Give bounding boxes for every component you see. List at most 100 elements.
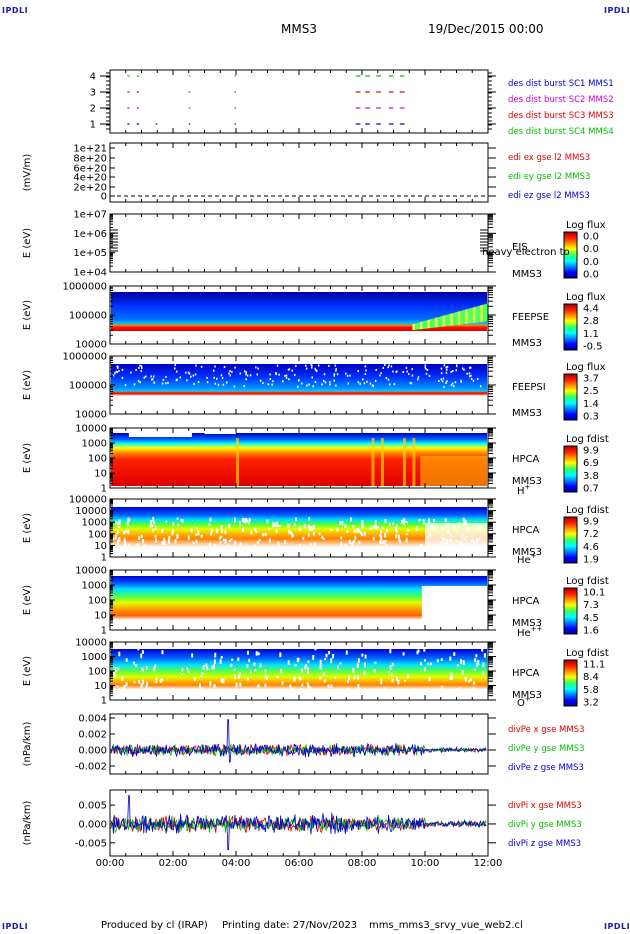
hpca_he-speckle: [230, 537, 233, 541]
feepsi-speckle: [245, 378, 247, 381]
hpca_he-speckle: [397, 534, 400, 539]
hpca_o-speckle: [125, 682, 128, 687]
feepsi-speckle: [455, 365, 458, 368]
feepsi-speckle: [468, 366, 471, 369]
edi-ytick-label: 2e+20: [73, 183, 107, 194]
hpca_he-speckle: [243, 518, 246, 523]
divpe-ylabel: (nPa/km): [22, 722, 33, 767]
feepsi-cbar-tick-label: 2.5: [583, 386, 599, 397]
x-tick-label: 06:00: [285, 858, 314, 869]
hpca_o-speckle: [397, 679, 400, 685]
corner-label-top-right: IPDLI: [604, 6, 630, 15]
hpca_o-speckle: [246, 664, 249, 668]
hpca_o-speckle: [423, 647, 426, 652]
feepsi-speckle: [243, 385, 245, 388]
feepsi-heatmap: [111, 364, 487, 396]
hpca_he-speckle: [127, 517, 130, 523]
hpca_h-late-band: [420, 456, 487, 486]
feepsi-ylabel: E (eV): [22, 370, 33, 400]
hpca_o-speckle: [145, 684, 148, 690]
hpca_o-speckle: [441, 685, 444, 689]
feepsi-speckle: [206, 377, 208, 380]
feepsi-cbar-tick-label: 3.7: [583, 374, 599, 385]
hpca_he-speckle: [385, 544, 388, 549]
hpca_o-speckle: [146, 681, 149, 686]
hpca_he-speckle: [272, 523, 275, 527]
feepsi-colorbar: [563, 373, 578, 421]
hpca_o-speckle: [419, 662, 422, 666]
feepsi-speckle: [324, 381, 327, 384]
feepse-hot-column: [472, 307, 476, 323]
hpca_hepp-cbar-tick-label: 1.6: [583, 626, 599, 637]
feepsi-cbar-title: Log flux: [566, 362, 606, 373]
hpca_o-speckle: [472, 687, 475, 690]
feepse-hot-column: [432, 318, 436, 328]
feepse-hot-column: [460, 310, 464, 325]
hpca_he-speckle: [374, 524, 377, 530]
feepse-hot-column: [485, 303, 489, 322]
feepsi-speckle: [229, 370, 231, 373]
hpca_h-top-gap: [128, 429, 192, 437]
hpca_o-speckle: [152, 690, 155, 694]
feepsi-spacecraft-label: MMS3: [512, 408, 542, 419]
hpca_he-speckle: [241, 527, 244, 532]
feepsi-speckle: [115, 370, 118, 373]
feepsi-speckle: [278, 373, 280, 376]
hpca_he-speckle: [256, 541, 259, 544]
hpca_he-speckle: [415, 526, 418, 531]
hpca_he-speckle: [127, 529, 130, 535]
hpca_o-speckle: [254, 669, 257, 672]
feepsi-speckle: [364, 365, 367, 368]
hpca_o-speckle: [265, 676, 268, 681]
hpca_o-colorbar: [563, 659, 578, 707]
hpca_o-speckle: [181, 668, 184, 672]
feepsi-speckle: [382, 366, 385, 369]
hpca_he-speckle: [318, 532, 321, 536]
hpca_o-speckle: [449, 656, 452, 661]
hpca_he-speckle: [247, 521, 250, 525]
feepsi-speckle: [425, 367, 427, 370]
feepsi-speckle: [361, 378, 364, 381]
burst-legend-mms4: des dist burst SC4 MMS4: [508, 127, 614, 137]
feepse-hot-column: [422, 321, 426, 329]
hpca_o-speckle: [289, 684, 292, 688]
feepsi-cbar-tick-label: 0.3: [583, 412, 599, 423]
feepse-hot-column: [440, 316, 444, 327]
feepsi-speckle: [138, 366, 140, 369]
hpca_he-speckle: [138, 536, 141, 541]
edi-legend-item: edi ey gse l2 MMS3: [508, 172, 590, 182]
feepse-cbar-tick-label: -0.5: [583, 342, 603, 353]
hpca_o-speckle: [352, 667, 355, 673]
feepsi-speckle: [293, 373, 296, 376]
hpca_he-speckle: [361, 524, 364, 529]
feepsi-speckle: [174, 364, 176, 367]
hpca_o-speckle: [306, 682, 309, 685]
feepsi-speckle: [239, 372, 242, 375]
hpca_o-speckle: [389, 665, 392, 670]
hpca_he-speckle: [277, 541, 280, 545]
hpca_he-speckle: [180, 518, 183, 523]
feepsi-speckle: [276, 364, 279, 367]
hpca_o-speckle: [312, 655, 315, 660]
hpca_o-speckle: [118, 691, 121, 697]
hpca_o-speckle: [307, 660, 310, 664]
hpca_he-speckle: [154, 525, 157, 530]
hpca_o-cbar-tick-label: 3.2: [583, 698, 599, 709]
hpca_he-speckle: [299, 544, 302, 549]
hpca_o-speckle: [132, 661, 135, 665]
hpca_he-speckle: [303, 523, 306, 529]
hpca_o-ytick-label: 1: [101, 696, 107, 707]
hpca_he-speckle: [384, 519, 387, 524]
hpca_he-speckle: [302, 536, 305, 540]
hpca_he-speckle: [354, 535, 357, 540]
feepsi-ytick-label: 1000000: [62, 352, 107, 363]
hpca_o-ytick-label: 10000: [75, 638, 107, 649]
hpca_o-speckle: [219, 692, 222, 696]
hpca_he-speckle: [118, 525, 121, 529]
feepsi-speckle: [121, 368, 124, 371]
hpca_h-top-gap: [204, 429, 236, 434]
hpca_o-speckle: [398, 692, 401, 698]
hpca_he-speckle: [218, 536, 221, 540]
hpca_o-speckle: [233, 668, 236, 671]
hpca_he-speckle: [177, 523, 180, 527]
